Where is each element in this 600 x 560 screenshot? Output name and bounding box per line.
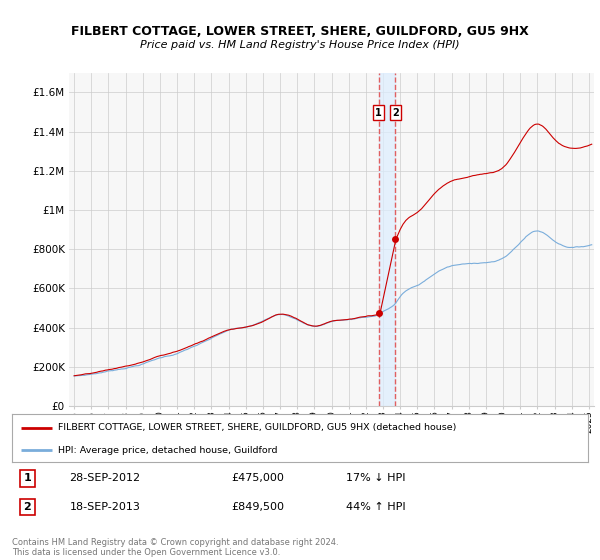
- Text: FILBERT COTTAGE, LOWER STREET, SHERE, GUILDFORD, GU5 9HX: FILBERT COTTAGE, LOWER STREET, SHERE, GU…: [71, 25, 529, 38]
- Text: 2: 2: [23, 502, 31, 512]
- Text: £475,000: £475,000: [231, 473, 284, 483]
- Text: 44% ↑ HPI: 44% ↑ HPI: [346, 502, 406, 512]
- Bar: [379, 73, 395, 406]
- Text: 1: 1: [23, 473, 31, 483]
- Text: Contains HM Land Registry data © Crown copyright and database right 2024.
This d: Contains HM Land Registry data © Crown c…: [12, 538, 338, 557]
- Text: 17% ↓ HPI: 17% ↓ HPI: [346, 473, 406, 483]
- Text: FILBERT COTTAGE, LOWER STREET, SHERE, GUILDFORD, GU5 9HX (detached house): FILBERT COTTAGE, LOWER STREET, SHERE, GU…: [58, 423, 457, 432]
- Text: HPI: Average price, detached house, Guildford: HPI: Average price, detached house, Guil…: [58, 446, 278, 455]
- Text: 28-SEP-2012: 28-SEP-2012: [70, 473, 141, 483]
- Text: 1: 1: [376, 108, 382, 118]
- Text: £849,500: £849,500: [231, 502, 284, 512]
- Text: Price paid vs. HM Land Registry's House Price Index (HPI): Price paid vs. HM Land Registry's House …: [140, 40, 460, 50]
- Text: 2: 2: [392, 108, 398, 118]
- Text: 18-SEP-2013: 18-SEP-2013: [70, 502, 140, 512]
